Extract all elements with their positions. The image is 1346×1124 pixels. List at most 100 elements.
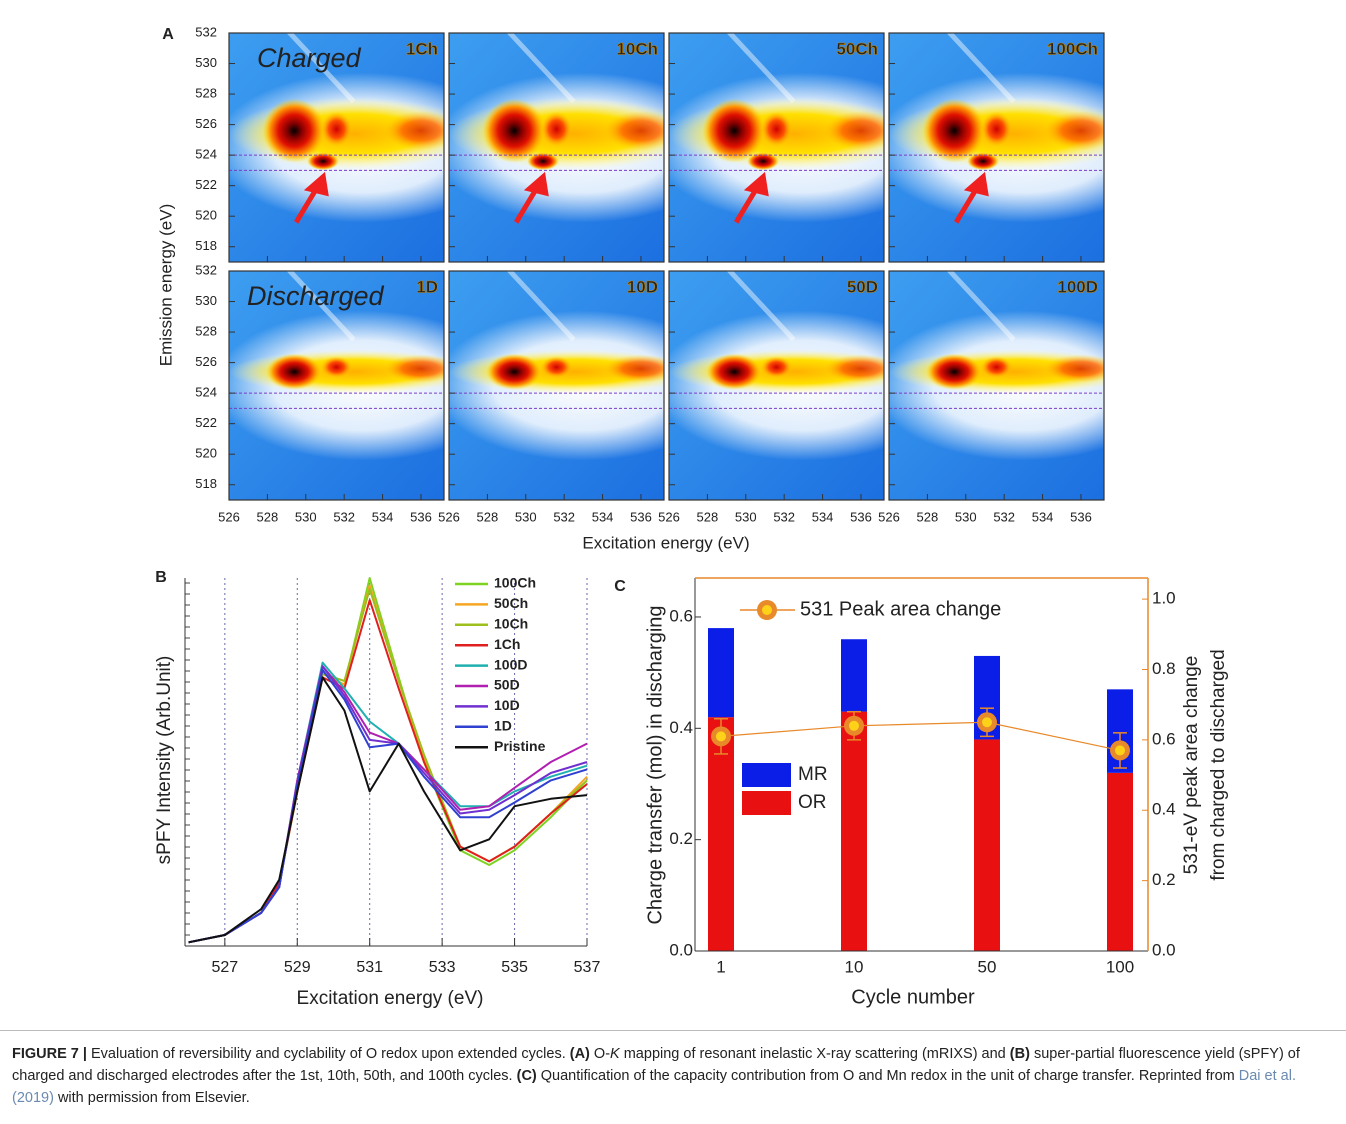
y-tick-label: 0.4	[669, 718, 693, 737]
map-peak	[540, 356, 573, 379]
y-axis-label: Emission energy (eV)	[156, 204, 175, 367]
y2-tick-label: 0.0	[1152, 940, 1176, 959]
panel-label: B	[155, 569, 167, 586]
map-frame	[448, 32, 665, 263]
map-frame	[448, 270, 665, 501]
x-tick-label: 528	[917, 509, 939, 524]
caption-text: K	[610, 1046, 620, 1062]
map-streak	[946, 33, 1016, 104]
y-tick-label: 524	[195, 147, 217, 162]
map-label: 10Ch	[616, 39, 658, 58]
map-band	[822, 110, 884, 151]
legend-label: Pristine	[494, 738, 546, 754]
legend-swatch	[742, 763, 791, 787]
marker-center	[716, 731, 726, 742]
map-peak	[320, 356, 353, 379]
x-tick-label: 530	[735, 509, 757, 524]
map-band	[822, 354, 884, 383]
map-streak	[946, 271, 1016, 342]
caption: FIGURE 7 | Evaluation of reversibility a…	[0, 1030, 1346, 1109]
x-tick-label: 536	[410, 509, 432, 524]
map-peak	[926, 353, 983, 390]
x-axis-label: Excitation energy (eV)	[582, 533, 749, 552]
map-streak	[506, 271, 576, 342]
x-tick-label: 530	[955, 509, 977, 524]
map-peak	[540, 111, 573, 148]
x-tick-label: 534	[1032, 509, 1054, 524]
x-axis-label: Excitation energy (eV)	[297, 988, 484, 1009]
legend-label: 531 Peak area change	[800, 598, 1001, 620]
y2-axis-label: 531-eV peak area change	[1181, 656, 1202, 875]
caption-text: with permission from Elsevier.	[53, 1090, 250, 1106]
map-frame	[228, 270, 445, 501]
legend-label: 50Ch	[494, 595, 528, 611]
caption-text: O-	[589, 1046, 611, 1062]
caption-text[interactable]: Dai et al. (2019)	[12, 1068, 1296, 1106]
y-tick-label: 526	[195, 116, 217, 131]
legend-label: 10Ch	[494, 616, 528, 632]
x-tick-label: 529	[284, 959, 311, 976]
map-streak	[506, 33, 576, 104]
y-tick-label: 530	[195, 55, 217, 70]
map-band	[602, 354, 664, 383]
line	[188, 599, 588, 944]
caption-text: (B)	[1009, 1046, 1030, 1062]
y-tick-label: 0.6	[669, 606, 693, 625]
line	[720, 721, 1121, 752]
x-tick-label: 536	[630, 509, 652, 524]
y-tick-label: 518	[195, 476, 217, 491]
legend-label: 10D	[494, 697, 520, 713]
map-frame	[228, 32, 445, 263]
y-tick-label: 0.0	[669, 940, 693, 959]
bar	[974, 739, 1000, 951]
y-tick-label: 526	[195, 354, 217, 369]
map-streak	[726, 271, 796, 342]
map-peak	[706, 353, 763, 390]
x-tick-label: 530	[295, 509, 317, 524]
x-tick-label: 534	[812, 509, 834, 524]
map-band	[382, 354, 444, 383]
x-tick-label: 528	[697, 509, 719, 524]
y-tick-label: 532	[195, 262, 217, 277]
map-frame	[668, 32, 885, 263]
row-title: Charged	[257, 43, 362, 73]
map	[669, 33, 884, 262]
y-tick-label: 522	[195, 177, 217, 192]
x-tick-label: 532	[773, 509, 795, 524]
y-axis-label: sPFY Intensity (Arb.Unit)	[154, 656, 175, 865]
y2-tick-label: 0.6	[1152, 729, 1176, 748]
panel-label: C	[614, 578, 626, 595]
y2-tick-label: 1.0	[1152, 589, 1176, 608]
caption-text: (A)	[569, 1046, 590, 1062]
x-tick-label: 528	[257, 509, 279, 524]
x-tick-label: 527	[211, 959, 238, 976]
y-tick-label: 522	[195, 415, 217, 430]
caption-text: super-partial fluorescence yield (sPFY) …	[12, 1046, 1300, 1084]
map-peak	[747, 152, 780, 171]
y-tick-label: 518	[195, 238, 217, 253]
map	[889, 271, 1104, 500]
bar	[1107, 772, 1133, 951]
map-peak	[980, 356, 1013, 379]
marker-center	[982, 717, 992, 728]
y-tick-label: 530	[195, 293, 217, 308]
x-tick-label: 526	[218, 509, 240, 524]
y-tick-label: 528	[195, 324, 217, 339]
caption-text: mapping of resonant inelastic X-ray scat…	[619, 1046, 1010, 1062]
x-tick-label: 100	[1106, 957, 1134, 976]
arrow-head	[303, 171, 329, 197]
x-tick-label: 532	[333, 509, 355, 524]
legend-label: 1D	[494, 718, 512, 734]
arrow	[514, 185, 540, 224]
x-tick-label: 526	[878, 509, 900, 524]
map-peak	[486, 353, 543, 390]
x-tick-label: 534	[592, 509, 614, 524]
map-peak	[702, 98, 767, 163]
x-tick-label: 50	[978, 957, 997, 976]
map	[669, 271, 884, 500]
map-label: 10D	[627, 277, 658, 296]
caption-text: FIGURE 7 |	[12, 1046, 87, 1062]
x-tick-label: 528	[477, 509, 499, 524]
x-tick-label: 530	[515, 509, 537, 524]
y-tick-label: 520	[195, 446, 217, 461]
